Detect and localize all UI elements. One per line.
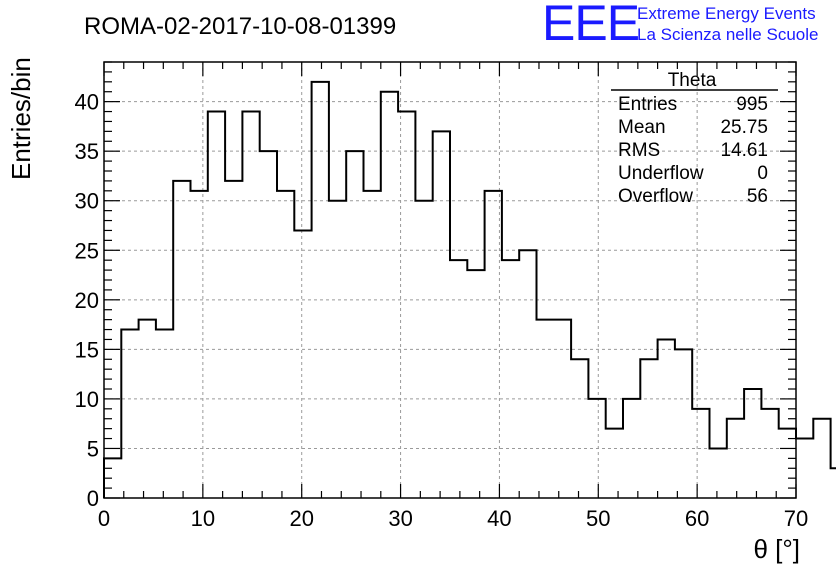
histogram-bin (588, 399, 605, 498)
histogram-bin (260, 151, 277, 498)
histogram-bin (121, 330, 138, 498)
histogram-bin (744, 389, 761, 498)
y-axis-ticks: 0 5 10 15 20 25 30 35 40 (75, 61, 796, 511)
chart-title: ROMA-02-2017-10-08-01399 (84, 13, 396, 40)
histogram-bin (571, 359, 588, 498)
x-tick-label: 0 (98, 506, 110, 531)
y-tick-label: 15 (75, 337, 99, 362)
stats-overflow-label: Overflow (618, 186, 693, 207)
y-tick-label: 20 (75, 288, 99, 313)
histogram-bin (381, 92, 398, 498)
histogram-bin (433, 131, 450, 498)
x-tick-label: 10 (191, 506, 215, 531)
brand-line-2: La Scienza nelle Scuole (637, 25, 818, 44)
y-tick-label: 5 (87, 436, 99, 461)
histogram-bin (398, 112, 415, 498)
histogram-bin (329, 201, 346, 498)
x-tick-label: 70 (784, 506, 808, 531)
histogram-bin (796, 439, 813, 498)
histogram-bin (813, 419, 830, 498)
histogram-bin (640, 359, 657, 498)
stats-underflow-value: 0 (757, 163, 768, 184)
grid-lines (104, 62, 796, 498)
histogram-bin (173, 181, 190, 498)
x-tick-label: 30 (388, 506, 412, 531)
histogram-bin (710, 448, 727, 498)
histogram-bin (502, 260, 519, 498)
x-axis-ticks: 0 10 20 30 40 50 60 70 (98, 62, 808, 531)
histogram-bin (537, 320, 554, 498)
stats-mean-label: Mean (618, 117, 666, 138)
histogram-bin (606, 429, 623, 498)
histogram-bin (225, 181, 242, 498)
histogram-bin (208, 112, 225, 498)
x-tick-label: 40 (487, 506, 511, 531)
histogram-bin (156, 330, 173, 498)
stats-rms-value: 14.61 (720, 140, 768, 161)
x-tick-label: 50 (586, 506, 610, 531)
stats-box-title: Theta (668, 70, 717, 91)
x-tick-label: 20 (289, 506, 313, 531)
x-tick-label: 60 (685, 506, 709, 531)
histogram-bin (623, 399, 640, 498)
y-axis-title: Entries/bin (6, 57, 36, 180)
histogram-bin (692, 409, 709, 498)
histogram-bin (364, 191, 381, 498)
histogram-bin (467, 270, 484, 498)
stats-overflow-value: 56 (747, 186, 768, 207)
histogram-bin (191, 191, 208, 498)
histogram-bin (831, 468, 836, 498)
eee-logo: EEE (542, 0, 639, 51)
stats-entries-value: 995 (736, 94, 768, 115)
stats-entries-label: Entries (618, 94, 677, 115)
y-tick-label: 25 (75, 238, 99, 263)
histogram-bin (277, 191, 294, 498)
histogram-bin (139, 320, 156, 498)
histogram-bin (727, 419, 744, 498)
histogram-bin (242, 112, 259, 498)
histogram-bin (761, 409, 778, 498)
histogram-bin (485, 191, 502, 498)
histogram-bin (450, 260, 467, 498)
histogram-bin (675, 349, 692, 498)
y-tick-label: 35 (75, 139, 99, 164)
histogram-bin (658, 339, 675, 498)
y-tick-label: 30 (75, 189, 99, 214)
y-tick-label: 0 (87, 486, 99, 511)
stats-underflow-label: Underflow (618, 163, 704, 184)
y-tick-label: 40 (75, 90, 99, 115)
stats-rms-label: RMS (618, 140, 660, 161)
stats-box: Theta Entries 995 Mean 25.75 RMS 14.61 U… (611, 70, 778, 207)
histogram-bin (346, 151, 363, 498)
eee-branding: EEE Extreme Energy Events La Scienza nel… (542, 0, 818, 51)
histogram-bin (294, 230, 311, 498)
y-tick-label: 10 (75, 387, 99, 412)
histogram-bin (519, 250, 536, 498)
stats-mean-value: 25.75 (720, 117, 768, 138)
histogram-bin (312, 82, 329, 498)
brand-line-1: Extreme Energy Events (637, 4, 816, 23)
histogram-bin (554, 320, 571, 498)
x-axis-title: θ [°] (753, 534, 800, 564)
histogram-bin (415, 201, 432, 498)
